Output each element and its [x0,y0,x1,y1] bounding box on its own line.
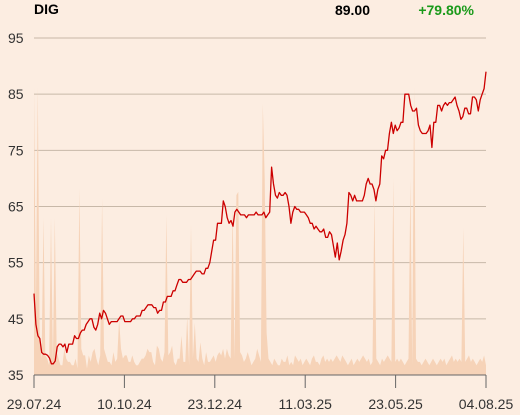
x-tick-label: 04.08.25 [459,396,514,412]
volume-area [34,87,486,375]
y-tick-label-35: 35 [8,367,24,383]
x-tick-label: 10.10.24 [97,396,152,412]
y-tick-label-65: 65 [8,199,24,215]
volume-series [34,87,486,375]
last-price: 89.00 [334,2,370,18]
x-tick-label: 29.07.24 [7,396,62,412]
x-tick-label: 23.05.25 [368,396,423,412]
price-line [33,71,487,365]
price-change-percent: +79.80% [418,2,474,18]
y-tick-label-55: 55 [8,255,24,271]
y-tick-label-45: 45 [8,311,24,327]
price-line-group [33,71,487,365]
axes: 35 45 55 65 75 85 95 29.07.24 10.10.24 23.12.24 11… [7,30,514,412]
y-tick-label-85: 85 [8,86,24,102]
x-tick-label: 11.03.25 [278,396,332,412]
y-tick-label-95: 95 [8,30,24,46]
y-tick-label-75: 75 [8,142,24,158]
ticker-symbol: DIG [34,1,59,17]
x-tick-label: 23.12.24 [188,396,243,412]
